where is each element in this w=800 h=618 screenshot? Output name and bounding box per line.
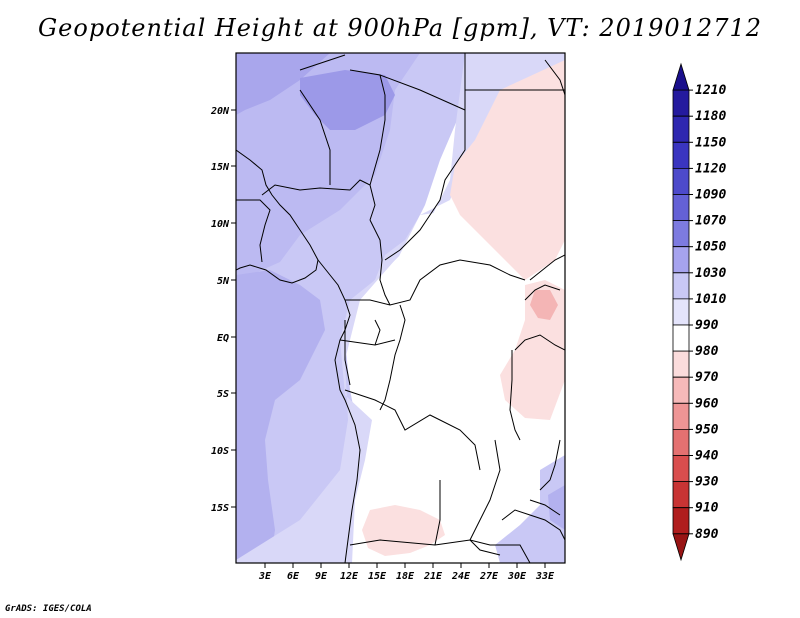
colorbar-swatch [672, 533, 690, 562]
lat-label: 20N [210, 106, 230, 117]
lat-axis: 20N 15N 10N 5N EQ 5S 10S 15S [210, 106, 236, 514]
lon-label: 24E [451, 571, 471, 582]
lon-label: 3E [258, 571, 272, 582]
colorbar-swatch [672, 324, 690, 352]
lat-label: 10N [211, 219, 230, 230]
colorbar-swatch [672, 272, 690, 300]
lon-label: 30E [507, 571, 527, 582]
colorbar: 1210 1180 1150 1120 1090 1070 1050 1030 1010 990 9… [672, 62, 726, 562]
colorbar-swatch [672, 141, 690, 169]
lat-label: EQ [217, 333, 229, 344]
colorbar-label: 930 [695, 475, 719, 490]
colorbar-swatch [672, 507, 690, 535]
footer-credit: GrADS: IGES/COLA [5, 604, 92, 614]
colorbar-label: 890 [695, 527, 719, 542]
colorbar-label: 1210 [695, 83, 726, 98]
colorbar-swatch [672, 168, 690, 195]
lat-label: 10S [211, 446, 229, 457]
lat-label: 5N [217, 276, 230, 287]
colorbar-label: 1180 [695, 109, 726, 124]
colorbar-swatch [672, 455, 690, 482]
colorbar-swatch [672, 481, 690, 509]
colorbar-swatch [672, 246, 690, 274]
colorbar-label: 970 [695, 370, 719, 385]
colorbar-swatch [672, 220, 690, 248]
colorbar-label: 1010 [695, 292, 726, 307]
lat-label: 5S [217, 389, 229, 400]
colorbar-swatch [672, 115, 690, 143]
map-frame [235, 52, 566, 564]
lat-label: 15N [211, 162, 230, 173]
lon-label: 18E [396, 571, 415, 582]
colorbar-label: 960 [695, 396, 719, 411]
lon-label: 33E [535, 571, 555, 582]
colorbar-swatch [672, 429, 690, 456]
colorbar-swatch [672, 298, 690, 326]
lon-label: 21E [423, 571, 443, 582]
colorbar-swatch [672, 350, 690, 378]
lon-label: 9E [315, 571, 328, 582]
colorbar-label: 990 [695, 318, 719, 333]
lon-label: 27E [479, 571, 499, 582]
lon-label: 12E [340, 571, 359, 582]
borders [236, 53, 565, 563]
colorbar-swatch [672, 376, 690, 404]
lat-label: 15S [211, 503, 229, 514]
colorbar-swatch [672, 62, 690, 91]
colorbar-label: 940 [695, 449, 719, 464]
colorbar-label: 1120 [695, 161, 726, 176]
colorbar-swatch [672, 402, 690, 430]
colorbar-label: 950 [695, 422, 719, 437]
lon-axis: 3E 6E 9E 12E 15E 18E 21E 24E 27E 30E 33E [258, 563, 555, 582]
colorbar-label: 1090 [695, 188, 726, 203]
colorbar-label: 1070 [695, 214, 726, 229]
colorbar-label: 1050 [695, 240, 726, 255]
colorbar-label: 1030 [695, 266, 726, 281]
chart-title: Geopotential Height at 900hPa [gpm], VT:… [38, 14, 762, 42]
colorbar-swatch [672, 89, 690, 117]
lon-label: 6E [287, 571, 300, 582]
colorbar-label: 980 [695, 344, 719, 359]
colorbar-label: 1150 [695, 135, 726, 150]
colorbar-swatch [672, 194, 690, 221]
lon-label: 15E [368, 571, 387, 582]
colorbar-label: 910 [695, 501, 719, 516]
